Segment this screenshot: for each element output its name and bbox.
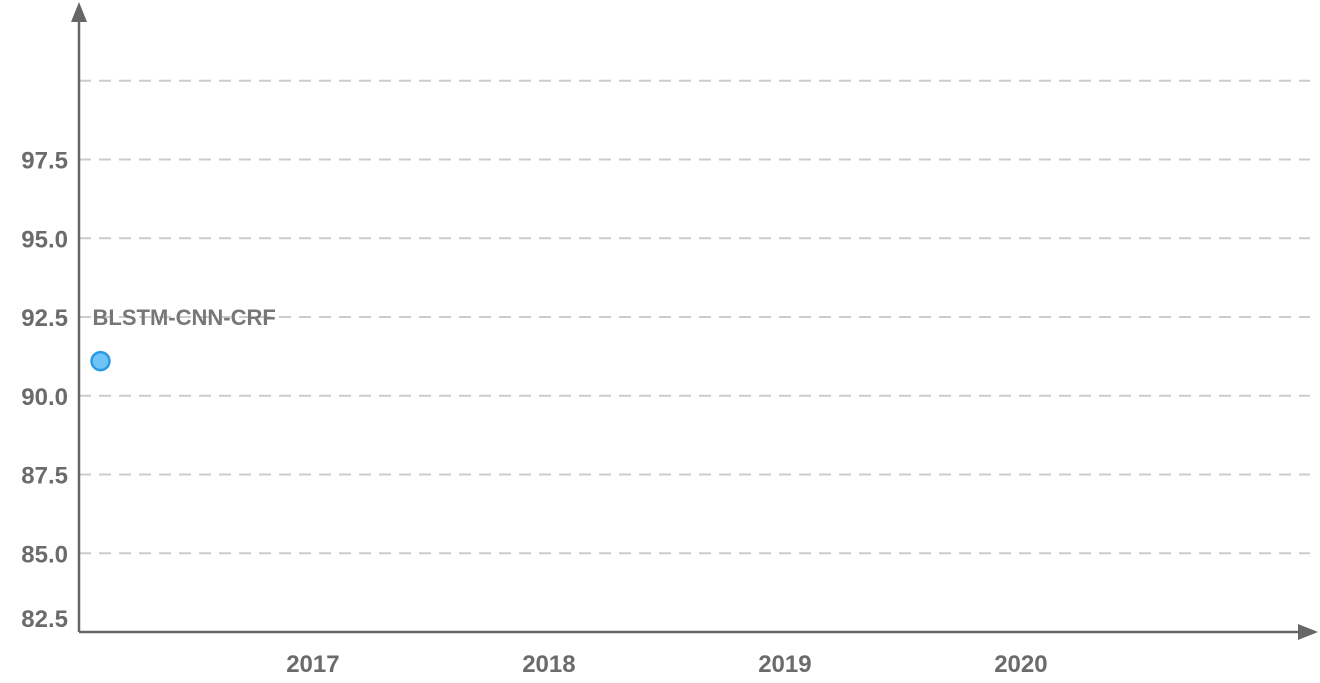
- x-tick-label: 2020: [994, 651, 1047, 678]
- data-point-label: BLSTM-CNN-CRF: [93, 305, 276, 330]
- grid-layer: [79, 79, 1310, 555]
- x-tick-label: 2018: [522, 651, 575, 678]
- y-tick-label: 85.0: [21, 541, 68, 568]
- y-tick-label: 95.0: [21, 226, 68, 253]
- x-tick-label: 2019: [758, 651, 811, 678]
- y-tick-label: 97.5: [21, 148, 68, 175]
- y-tick-label: 90.0: [21, 384, 68, 411]
- y-axis-arrow: [71, 2, 87, 22]
- x-tick-label: 2017: [286, 651, 339, 678]
- x-tick-labels: 2017 2018 2019 2020: [286, 651, 1047, 678]
- data-points: BLSTM-CNN-CRF: [90, 305, 276, 372]
- y-tick-label: 87.5: [21, 463, 68, 490]
- y-tick-label: 82.5: [21, 606, 68, 633]
- axes-layer: [71, 2, 1318, 640]
- y-tick-labels: 82.5 85.0 87.5 90.0 92.5 95.0 97.5: [21, 148, 68, 634]
- data-point: [90, 350, 111, 372]
- y-tick-label: 92.5: [21, 305, 68, 332]
- x-axis-arrow: [1298, 624, 1318, 640]
